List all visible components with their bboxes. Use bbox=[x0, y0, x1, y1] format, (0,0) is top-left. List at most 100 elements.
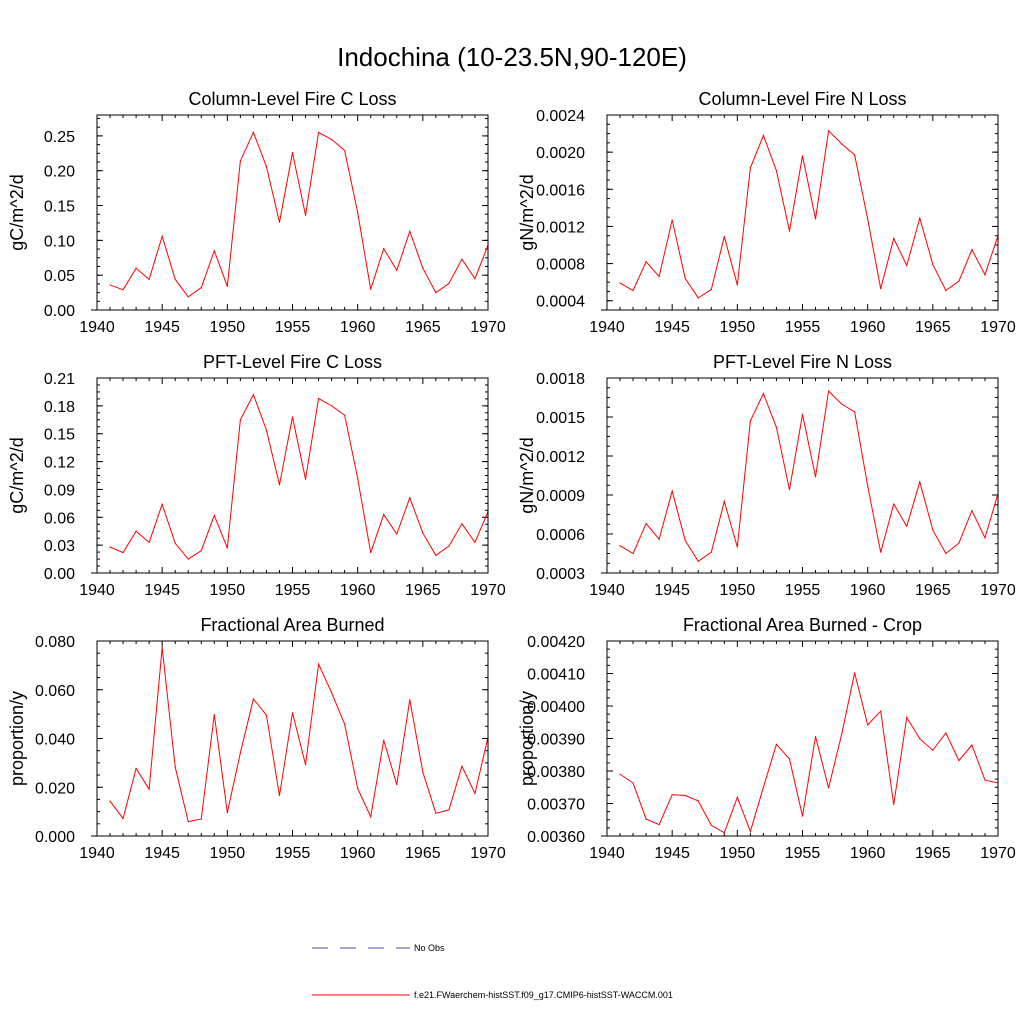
y-axis-label: gN/m^2/d bbox=[517, 174, 537, 250]
data-point bbox=[932, 263, 934, 266]
series-line-model bbox=[619, 129, 999, 299]
data-point bbox=[148, 788, 150, 790]
data-point bbox=[278, 484, 281, 486]
data-point bbox=[684, 277, 686, 280]
plot-frame bbox=[96, 114, 489, 311]
legend: No Obs f.e21.FWaerchem-histSST.f09_g17.C… bbox=[312, 943, 673, 1000]
data-point bbox=[619, 773, 621, 775]
series-line-model bbox=[619, 672, 999, 834]
panel-pft-level-fire-c-loss: PFT-Level Fire C Loss gC/m^2/d 1940 1945 195… bbox=[7, 352, 506, 599]
data-point bbox=[775, 170, 778, 172]
data-point bbox=[331, 138, 333, 140]
data-point bbox=[684, 539, 686, 542]
y-tick-label: 0.060 bbox=[35, 683, 75, 700]
data-point bbox=[619, 545, 621, 547]
data-point bbox=[710, 288, 712, 291]
x-tick-label: 1965 bbox=[915, 582, 951, 599]
x-tick-label: 1965 bbox=[405, 845, 441, 862]
panel-column-level-fire-c-loss: Column-Level Fire C Loss gC/m^2/d 1940 1945… bbox=[7, 89, 506, 336]
data-point bbox=[710, 551, 712, 553]
data-point bbox=[135, 767, 137, 770]
data-point bbox=[749, 830, 751, 833]
data-point bbox=[841, 734, 843, 736]
data-point bbox=[710, 824, 712, 826]
data-point bbox=[645, 523, 647, 525]
data-point bbox=[317, 663, 320, 665]
data-points bbox=[109, 131, 489, 298]
data-point bbox=[854, 411, 856, 413]
data-point bbox=[932, 529, 934, 531]
x-tick-label: 1960 bbox=[850, 319, 886, 336]
y-tick-label: 0.09 bbox=[44, 482, 75, 499]
data-point bbox=[383, 739, 385, 741]
data-point bbox=[304, 214, 307, 216]
data-point bbox=[736, 284, 738, 286]
data-point bbox=[867, 218, 869, 220]
panel-title: Fractional Area Burned - Crop bbox=[683, 615, 922, 635]
data-point bbox=[187, 821, 189, 823]
y-tick-label: 0.10 bbox=[44, 233, 75, 250]
y-axis-label: gC/m^2/d bbox=[7, 437, 27, 513]
data-point bbox=[474, 541, 476, 543]
legend-label-no-obs: No Obs bbox=[414, 943, 445, 953]
y-axis-label: proportion/y bbox=[517, 691, 537, 786]
x-tick-label: 1940 bbox=[79, 319, 115, 336]
data-point bbox=[474, 792, 476, 794]
data-point bbox=[344, 149, 346, 152]
data-point bbox=[697, 297, 699, 299]
data-point bbox=[409, 699, 411, 701]
data-point bbox=[671, 490, 673, 492]
data-point bbox=[906, 264, 908, 267]
data-point bbox=[945, 289, 947, 292]
data-point bbox=[317, 397, 320, 400]
x-tick-label: 1940 bbox=[79, 845, 115, 862]
y-tick-label: 0.05 bbox=[44, 268, 75, 285]
panel-title: Column-Level Fire N Loss bbox=[698, 89, 906, 109]
data-point bbox=[801, 413, 804, 415]
data-point bbox=[762, 786, 765, 788]
data-point bbox=[788, 758, 791, 760]
data-point bbox=[291, 416, 294, 418]
data-point bbox=[671, 219, 673, 221]
y-tick-label: 0.000 bbox=[35, 829, 75, 846]
data-point bbox=[788, 230, 791, 232]
data-point bbox=[880, 710, 882, 712]
y-tick-label: 0.00370 bbox=[527, 797, 585, 814]
x-tick-label: 1955 bbox=[275, 845, 311, 862]
data-points bbox=[619, 390, 999, 562]
data-point bbox=[122, 289, 124, 291]
y-tick-label: 0.020 bbox=[35, 780, 75, 797]
data-point bbox=[474, 278, 476, 280]
data-point bbox=[265, 429, 268, 431]
data-point bbox=[919, 217, 921, 219]
y-tick-label: 0.15 bbox=[44, 199, 75, 216]
data-point bbox=[396, 783, 398, 786]
data-point bbox=[174, 542, 176, 544]
y-tick-label: 0.25 bbox=[44, 129, 75, 146]
data-point bbox=[762, 134, 765, 137]
data-point bbox=[161, 646, 163, 649]
data-point bbox=[291, 152, 294, 154]
data-point bbox=[396, 269, 398, 271]
x-tick-label: 1950 bbox=[720, 845, 756, 862]
data-point bbox=[135, 267, 137, 269]
x-tick-label: 1950 bbox=[210, 319, 246, 336]
data-point bbox=[775, 426, 778, 428]
data-point bbox=[278, 794, 281, 797]
data-point bbox=[867, 724, 869, 726]
y-tick-label: 0.0012 bbox=[536, 219, 585, 236]
y-tick-label: 0.0003 bbox=[536, 566, 585, 583]
data-point bbox=[435, 812, 437, 814]
data-point bbox=[331, 405, 333, 407]
data-point bbox=[239, 752, 241, 754]
y-tick-label: 0.0008 bbox=[536, 257, 585, 274]
y-axis-label: gC/m^2/d bbox=[7, 174, 27, 250]
data-point bbox=[697, 560, 699, 562]
data-point bbox=[226, 547, 228, 549]
x-tick-label: 1955 bbox=[785, 845, 821, 862]
data-point bbox=[357, 787, 359, 790]
x-tick-label: 1940 bbox=[589, 319, 625, 336]
x-tick-label: 1955 bbox=[275, 319, 311, 336]
data-point bbox=[632, 289, 634, 292]
data-point bbox=[984, 779, 986, 781]
